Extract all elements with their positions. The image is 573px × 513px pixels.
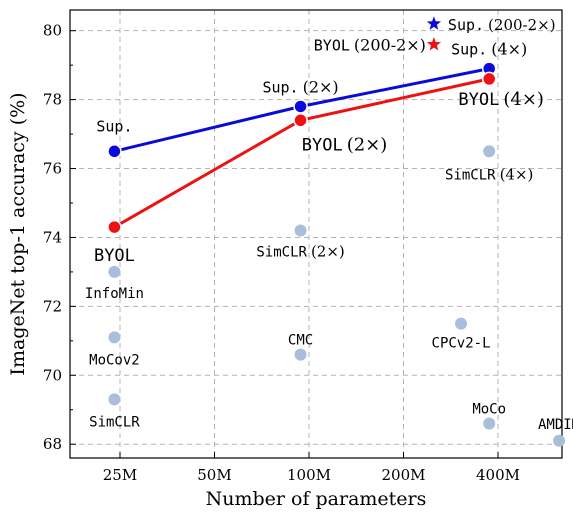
point-label-name: InfoMin	[85, 286, 144, 302]
star-marker	[426, 37, 442, 51]
y-tick-label: 76	[43, 160, 62, 178]
point-label-suffix: (4×)	[503, 89, 544, 110]
data-point	[293, 99, 308, 114]
point-label-suffix: (2×)	[303, 77, 339, 96]
point-label-name: Sup.	[262, 78, 298, 96]
x-tick-label: 200M	[382, 466, 426, 484]
point-label: MoCov2	[89, 352, 140, 368]
y-axis-label: ImageNet top-1 accuracy (%)	[7, 92, 29, 375]
point-label-suffix: (2×)	[311, 243, 345, 261]
axis-ticks: 25M 50M 100M 200M 400M 68 70 72 74 76 78 80	[43, 22, 520, 484]
point-label: Sup. (2×)	[262, 77, 338, 96]
plot-frame	[69, 9, 563, 459]
point-label: BYOL (4×)	[458, 89, 544, 110]
point-label: BYOL	[94, 246, 135, 266]
point-label: SimCLR (4×)	[445, 165, 533, 183]
point-label-name: MoCov2	[89, 352, 140, 368]
point-label-name: BYOL	[314, 36, 350, 54]
point-label-name: CMC	[288, 333, 313, 349]
point-label-suffix: (4×)	[500, 165, 534, 183]
data-point	[107, 219, 122, 235]
point-label-name: CPCv2-L	[432, 336, 491, 352]
point-label: Sup. (200-2×)	[448, 16, 556, 34]
point-label: AMDIM	[538, 417, 573, 433]
data-point	[553, 434, 566, 447]
point-label: BYOL (200-2×)	[314, 35, 426, 54]
x-tick-label: 25M	[103, 466, 137, 484]
y-tick-label: 70	[43, 366, 62, 384]
data-point	[108, 393, 121, 406]
data-point	[481, 71, 497, 87]
y-tick-label: 78	[43, 91, 62, 109]
point-label-name: SimCLR	[89, 414, 140, 430]
point-label: Sup. (4×)	[451, 40, 527, 59]
x-axis-label: Number of parameters	[206, 488, 427, 510]
x-tick-label: 400M	[476, 466, 520, 484]
point-label: CPCv2-L	[432, 336, 491, 352]
point-label-name: Sup.	[451, 41, 487, 59]
x-tick-label: 100M	[287, 466, 331, 484]
point-label: InfoMin	[85, 286, 144, 302]
point-label: MoCo	[472, 402, 506, 418]
point-label-name: SimCLR	[256, 245, 307, 261]
point-label-suffix: (200-2×)	[488, 16, 556, 34]
point-label: CMC	[288, 333, 313, 349]
data-point	[107, 144, 122, 159]
data-point	[108, 331, 121, 344]
point-label-name: BYOL	[94, 246, 135, 266]
y-tick-label: 74	[43, 228, 62, 246]
point-label: SimCLR	[89, 414, 140, 430]
point-label-name: BYOL	[458, 90, 499, 110]
point-label-name: MoCo	[472, 402, 506, 418]
point-label: Sup.	[96, 117, 132, 135]
star-marker	[426, 16, 442, 30]
y-tick-label: 72	[43, 297, 62, 315]
point-label-name: Sup.	[96, 117, 132, 135]
point-label-name: BYOL	[302, 135, 343, 155]
point-label-suffix: (4×)	[491, 40, 527, 59]
y-tick-label: 80	[43, 22, 62, 40]
point-label-suffix: (2×)	[347, 134, 388, 155]
y-tick-label: 68	[43, 435, 62, 453]
point-label-name: AMDIM	[538, 417, 573, 433]
data-point	[455, 317, 468, 330]
point-label-name: Sup.	[448, 16, 484, 34]
x-tick-label: 50M	[197, 466, 231, 484]
data-point	[294, 224, 307, 237]
data-point	[294, 348, 307, 361]
point-label-suffix: (200-2×)	[354, 35, 426, 54]
data-point	[483, 145, 496, 158]
data-point	[108, 265, 121, 278]
point-label-name: SimCLR	[445, 167, 496, 183]
data-points	[107, 16, 566, 447]
point-label: BYOL (2×)	[302, 134, 388, 155]
point-label: SimCLR (2×)	[256, 243, 344, 261]
data-point	[293, 113, 308, 128]
data-point	[483, 417, 496, 430]
